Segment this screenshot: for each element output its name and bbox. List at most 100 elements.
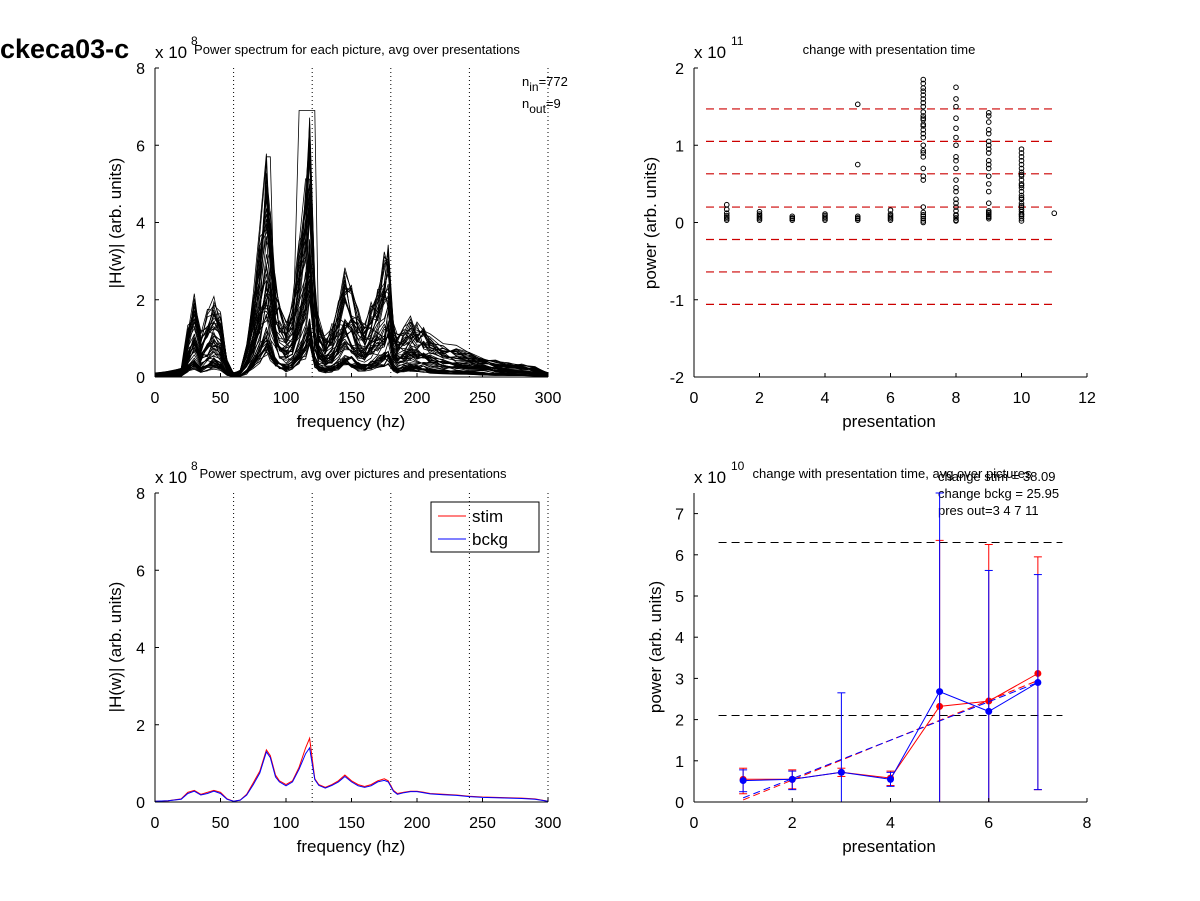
scatter-point bbox=[920, 130, 927, 137]
scatter-point bbox=[854, 161, 861, 168]
spectrum-trace bbox=[154, 239, 549, 376]
scatter-point bbox=[920, 99, 927, 106]
y-tick-label: 4 bbox=[136, 216, 145, 233]
spectrum-trace bbox=[154, 242, 549, 376]
scatter-point bbox=[1018, 184, 1025, 191]
scatter-point bbox=[1051, 210, 1058, 217]
scatter-point bbox=[953, 157, 959, 164]
series-line-stim bbox=[154, 736, 549, 802]
scatter-point bbox=[953, 142, 959, 149]
panel-change-with-presentation-time: change with presentation time x 10 11 pr… bbox=[641, 34, 1096, 431]
panel-title: change with presentation time, avg over … bbox=[753, 466, 1032, 481]
scatter-point bbox=[920, 177, 927, 183]
y-exponent-base: x 10 bbox=[694, 468, 726, 487]
scatter-point bbox=[953, 215, 959, 221]
x-axis-label: frequency (hz) bbox=[297, 412, 406, 431]
scatter-point bbox=[723, 210, 730, 217]
legend-label-stim: stim bbox=[472, 507, 503, 526]
x-tick-label: 150 bbox=[338, 815, 365, 832]
scatter-point bbox=[985, 110, 992, 116]
annotation-change-bckg: change bckg = 25.95 bbox=[938, 486, 1059, 501]
scatter-point bbox=[953, 84, 959, 91]
y-tick-label: 0 bbox=[136, 795, 145, 812]
x-tick-label: 50 bbox=[212, 390, 230, 407]
y-tick-label: 2 bbox=[675, 61, 684, 78]
x-axis-label: presentation bbox=[842, 412, 936, 431]
y-tick-label: -2 bbox=[670, 370, 684, 387]
scatter-point bbox=[1018, 192, 1025, 199]
data-point-bckg bbox=[739, 777, 747, 785]
x-tick-label: 0 bbox=[151, 815, 160, 832]
scatter-point bbox=[920, 113, 927, 119]
scatter-point bbox=[1018, 150, 1025, 156]
series-line-stim bbox=[743, 673, 1039, 780]
n-in-label: nin=772 bbox=[522, 74, 568, 94]
y-tick-label: 2 bbox=[136, 718, 145, 735]
scatter-point bbox=[985, 138, 992, 145]
y-axis-label: |H(w)| (arb. units) bbox=[106, 158, 125, 289]
x-tick-label: 150 bbox=[338, 390, 365, 407]
spectrum-trace bbox=[154, 337, 549, 377]
y-tick-label: 4 bbox=[675, 630, 684, 647]
spectrum-trace bbox=[154, 122, 549, 375]
panel-title: Power spectrum, avg over pictures and pr… bbox=[199, 466, 507, 481]
scatter-point bbox=[1018, 157, 1025, 164]
scatter-point bbox=[1018, 165, 1025, 172]
y-tick-label: 8 bbox=[136, 61, 145, 78]
scatter-point bbox=[953, 212, 959, 219]
spectrum-trace bbox=[154, 132, 549, 375]
scatter-point bbox=[953, 188, 959, 195]
spectrum-trace bbox=[154, 318, 549, 377]
scatter-point bbox=[1018, 194, 1025, 201]
scatter-point bbox=[1018, 161, 1025, 168]
y-exponent-base: x 10 bbox=[155, 43, 187, 62]
scatter-point bbox=[920, 134, 927, 141]
y-exponent-power: 8 bbox=[191, 459, 198, 473]
scatter-point bbox=[920, 88, 927, 94]
spectrum-trace bbox=[154, 283, 549, 377]
panel-change-avg-over-pictures: change with presentation time, avg over … bbox=[646, 459, 1092, 856]
scatter-point bbox=[985, 146, 992, 152]
y-tick-label: 1 bbox=[675, 754, 684, 771]
y-exponent-power: 10 bbox=[731, 459, 745, 473]
x-tick-label: 300 bbox=[535, 390, 562, 407]
scatter-point bbox=[920, 204, 927, 210]
x-tick-label: 2 bbox=[788, 815, 797, 832]
y-tick-label: 3 bbox=[675, 671, 684, 688]
data-point-bckg bbox=[1034, 679, 1042, 687]
x-tick-label: 100 bbox=[273, 815, 300, 832]
spectrum-trace bbox=[154, 339, 549, 377]
scatter-point bbox=[920, 80, 927, 87]
scatter-point bbox=[1018, 211, 1025, 218]
y-tick-label: 2 bbox=[136, 293, 145, 310]
scatter-point bbox=[985, 173, 992, 179]
x-tick-label: 100 bbox=[273, 390, 300, 407]
scatter-point bbox=[985, 181, 992, 187]
scatter-point bbox=[920, 147, 927, 154]
scatter-point bbox=[953, 177, 959, 183]
scatter-point bbox=[1018, 200, 1025, 206]
data-point-bckg bbox=[936, 688, 944, 696]
scatter-point bbox=[854, 213, 861, 220]
data-point-bckg bbox=[788, 775, 796, 783]
x-tick-label: 6 bbox=[886, 390, 895, 407]
scatter-point bbox=[723, 212, 730, 219]
y-axis-label: |H(w)| (arb. units) bbox=[106, 582, 125, 713]
scatter-point bbox=[887, 207, 894, 213]
x-tick-label: 12 bbox=[1078, 390, 1096, 407]
scatter-point bbox=[953, 184, 959, 191]
annotation-pres-out: pres out=3 4 7 11 bbox=[938, 503, 1039, 518]
annotation-change-stim: change stim = 38.09 bbox=[938, 469, 1055, 484]
scatter-point bbox=[1018, 202, 1025, 209]
scatter-point bbox=[1018, 177, 1025, 183]
panel-power-spectrum-avg: Power spectrum, avg over pictures and pr… bbox=[106, 459, 561, 856]
y-axis-label: power (arb. units) bbox=[646, 581, 665, 713]
y-exponent-base: x 10 bbox=[694, 43, 726, 62]
scatter-point bbox=[822, 211, 828, 217]
scatter-point bbox=[920, 127, 927, 133]
x-tick-label: 10 bbox=[1013, 390, 1031, 407]
legend-label-bckg: bckg bbox=[472, 530, 508, 549]
legend-box bbox=[430, 501, 540, 553]
data-point-bckg bbox=[985, 707, 993, 715]
